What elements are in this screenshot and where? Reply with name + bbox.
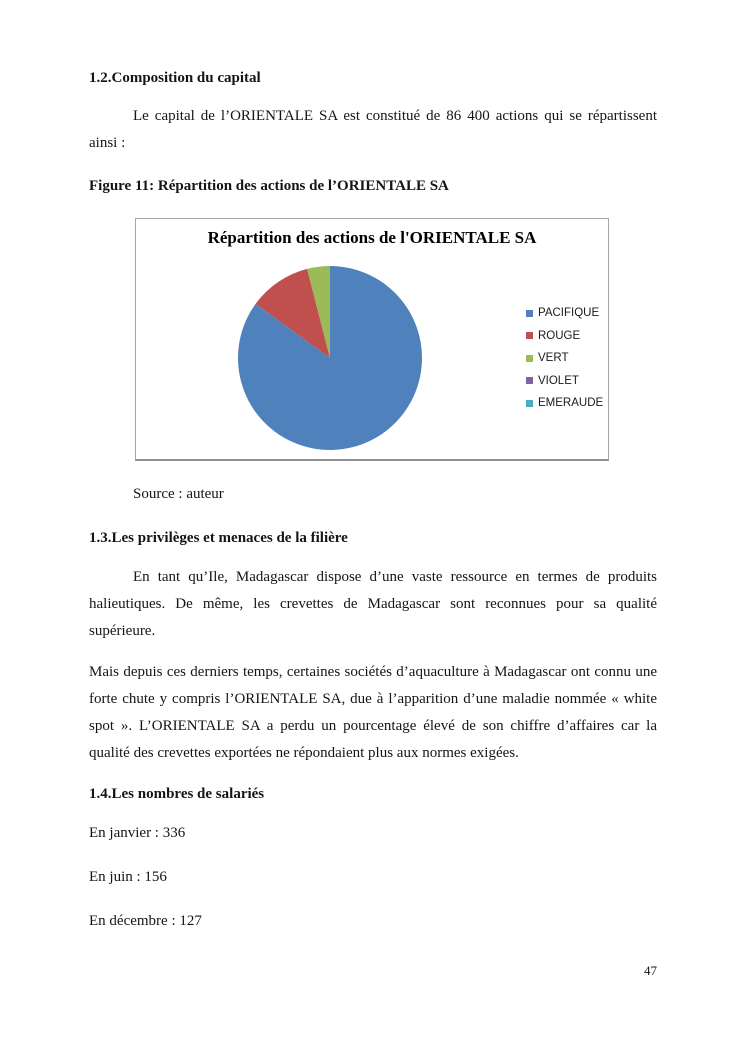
legend-label: ROUGE <box>538 329 581 342</box>
legend-item: PACIFIQUE <box>526 302 603 325</box>
legend-label: VIOLET <box>538 374 579 387</box>
legend-swatch-icon <box>526 309 533 317</box>
salaries-line-december: En décembre : 127 <box>89 913 202 929</box>
legend-swatch-icon <box>526 377 533 385</box>
section-heading-1-3: 1.3.Les privilèges et menaces de la fili… <box>89 530 348 546</box>
legend-item: VERT <box>526 347 603 370</box>
figure-source: Source : auteur <box>133 486 224 502</box>
pie-chart <box>237 266 422 450</box>
salaries-line-june: En juin : 156 <box>89 869 167 885</box>
legend-swatch-icon <box>526 354 533 362</box>
page-number: 47 <box>644 963 657 978</box>
legend-item: VIOLET <box>526 370 603 393</box>
paragraph-privileges-2: Mais depuis ces derniers temps, certaine… <box>89 664 657 761</box>
legend-label: EMERAUDE <box>538 397 604 410</box>
legend-label: VERT <box>538 352 569 365</box>
paragraph-capital: Le capital de l’ORIENTALE SA est constit… <box>89 108 657 151</box>
legend-item: ROUGE <box>526 325 603 348</box>
legend-swatch-icon <box>526 399 533 407</box>
paragraph-privileges-1: En tant qu’Ile, Madagascar dispose d’une… <box>89 569 657 639</box>
pie-slice-rouge <box>255 268 330 358</box>
pie-slice-pacifique <box>237 266 422 450</box>
legend-item: EMERAUDE <box>526 392 603 415</box>
section-heading-1-4: 1.4.Les nombres de salariés <box>89 786 265 802</box>
pie-slice-vert <box>307 266 330 358</box>
chart-title: Répartition des actions de l'ORIENTALE S… <box>207 228 537 247</box>
legend-label: PACIFIQUE <box>538 307 600 320</box>
figure-11-chart: Répartition des actions de l'ORIENTALE S… <box>135 218 609 461</box>
figure-11-caption: Figure 11: Répartition des actions de l’… <box>89 178 449 194</box>
legend-swatch-icon <box>526 332 533 340</box>
chart-legend: PACIFIQUE ROUGE VERT VIOLET EMERAUDE <box>526 302 603 415</box>
section-heading-1-2: 1.2.Composition du capital <box>89 70 261 86</box>
salaries-line-january: En janvier : 336 <box>89 825 186 841</box>
